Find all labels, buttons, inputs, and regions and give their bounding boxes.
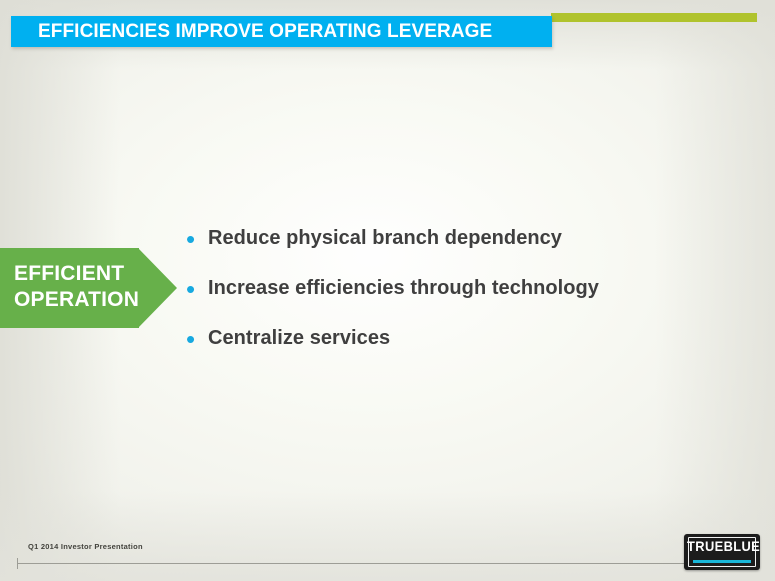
trueblue-logo: TRUEBLUE xyxy=(684,534,760,570)
list-item: • Increase efficiencies through technolo… xyxy=(186,275,746,325)
bullet-text: Centralize services xyxy=(208,327,391,349)
callout-arrow-head-icon xyxy=(138,248,177,328)
callout-arrow-body xyxy=(0,248,139,328)
callout-label-line-1: EFFICIENT xyxy=(14,262,125,285)
bullet-dot-icon: • xyxy=(186,324,196,354)
list-item: • Centralize services xyxy=(186,325,746,375)
footer-divider xyxy=(17,563,690,564)
callout-label: EFFICIENT OPERATION xyxy=(14,261,139,313)
slide-background-edge-bottom xyxy=(0,491,775,581)
bullet-text: Reduce physical branch dependency xyxy=(208,227,562,249)
logo-frame xyxy=(688,537,756,567)
logo-wordmark: TRUEBLUE xyxy=(687,538,761,554)
bullet-dot-icon: • xyxy=(186,274,196,304)
title-accent-bar xyxy=(551,13,757,22)
bullet-list: • Reduce physical branch dependency • In… xyxy=(186,225,746,375)
slide-title: EFFICIENCIES IMPROVE OPERATING LEVERAGE xyxy=(38,21,493,42)
footer-note: Q1 2014 Investor Presentation xyxy=(28,542,143,551)
callout-label-line-2: OPERATION xyxy=(14,288,140,311)
title-banner xyxy=(11,16,552,47)
footer-divider-tick xyxy=(17,558,18,569)
bullet-text: Increase efficiencies through technology xyxy=(208,277,599,299)
bullet-dot-icon: • xyxy=(186,224,196,254)
list-item: • Reduce physical branch dependency xyxy=(186,225,746,275)
logo-accent-bar xyxy=(693,560,751,563)
callout-arrow: EFFICIENT OPERATION xyxy=(0,248,177,328)
